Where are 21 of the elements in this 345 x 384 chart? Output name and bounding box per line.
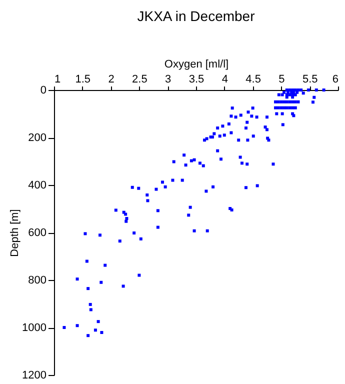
x-tick-label: 2 — [108, 74, 114, 86]
y-tick-label: 1000 — [22, 322, 46, 334]
y-tick-label: 400 — [28, 180, 46, 192]
x-tick-label: 2.5 — [132, 74, 148, 86]
y-axis-title: Depth [m] — [9, 209, 22, 257]
y-tick-label: 800 — [28, 274, 46, 286]
y-tick-label: 600 — [28, 227, 46, 239]
x-axis-title: Oxygen [ml/l] — [164, 58, 229, 70]
chart-title: JKXA in December — [137, 8, 256, 24]
x-tick-label: 1.5 — [75, 74, 91, 86]
x-tick-label: 3 — [165, 74, 172, 86]
y-tick-label: 200 — [28, 132, 46, 144]
x-tick-label: 6 — [332, 74, 338, 86]
x-tick-label: 4.5 — [246, 74, 261, 86]
y-tick-label: 0 — [40, 84, 46, 96]
x-tick-label: 1 — [54, 74, 61, 86]
x-tick-label: 5 — [278, 74, 285, 86]
x-tick-label: 5.5 — [302, 74, 318, 86]
x-tick-label: 3.5 — [188, 74, 204, 86]
x-tick-label: 4 — [222, 74, 228, 86]
y-tick-label: 1200 — [22, 370, 46, 382]
